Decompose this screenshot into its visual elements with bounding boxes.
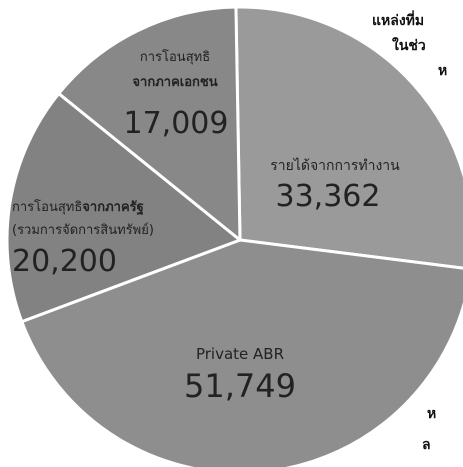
side-note-line-4: ห (427, 406, 437, 422)
slice-label-regular: การโอนสุทธิ (12, 199, 82, 215)
pie-slice-1 (234, 5, 463, 270)
slice-value-text: 17,009 (124, 106, 229, 141)
slice-label-text: รายได้จากการทำงาน (270, 157, 400, 174)
slice-value-text: 51,749 (184, 367, 296, 405)
slice-label-text: Private ABR (196, 345, 284, 363)
slice-label-public-transfer: การโอนสุทธิจากภาครัฐ (รวมการจัดการสินทรั… (12, 199, 154, 279)
side-note-line-2: ในช่ว (392, 38, 426, 54)
slice-label-private-transfer: การโอนสุทธิ จากภาคเอกชน 17,009 (124, 49, 229, 141)
slice-label-work-income: รายได้จากการทำงาน 33,362 (270, 157, 400, 214)
slice-label-private-abr: Private ABR 51,749 (184, 345, 296, 405)
pie-slice-4 (57, 5, 242, 242)
side-note-line-5: ล (422, 437, 431, 453)
slice-value-text: 33,362 (276, 179, 381, 214)
pie-slice-3 (5, 92, 242, 324)
slice-label-bold: จากภาคเอกชน (132, 75, 217, 90)
pie-slice-2 (20, 238, 463, 467)
side-note-line-3: ห (438, 63, 448, 79)
side-note-line-1: แหล่งที่ม (372, 13, 425, 29)
slice-label-text: การโอนสุทธิจากภาครัฐ (12, 199, 144, 216)
slice-label-text: การโอนสุทธิ (140, 49, 210, 65)
slice-value-text: 20,200 (12, 244, 117, 279)
slice-sublabel-text: (รวมการจัดการสินทรัพย์) (12, 222, 154, 238)
pie-slices (5, 5, 463, 467)
slice-label-bold: จากภาครัฐ (82, 200, 144, 216)
